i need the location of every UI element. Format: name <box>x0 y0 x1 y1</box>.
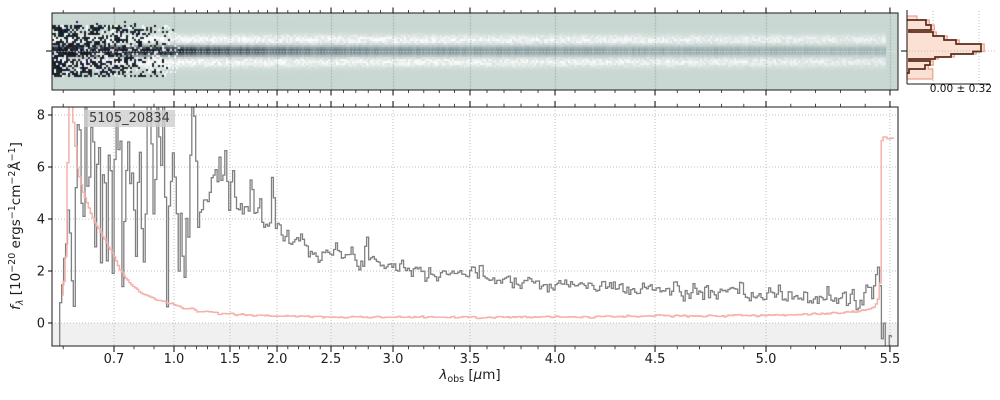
y-tick-labels: 0 2 4 6 8 <box>37 109 45 332</box>
y-label-ergs: ergs <box>8 219 24 253</box>
x-label-mu: μ <box>473 367 483 383</box>
2d-panel-frame <box>51 12 899 91</box>
tick-marks <box>46 7 907 352</box>
y-label-e3: −1 <box>7 147 18 162</box>
main-plot-frame <box>51 106 899 347</box>
y-label-lambda-sub: λ <box>15 299 26 306</box>
x-tick-label: 1.0 <box>164 352 185 367</box>
x-tick-labels: 0.7 1.0 1.5 2.0 2.5 3.0 3.5 4.0 4.5 5.0 5.5 <box>104 352 901 367</box>
x-axis-label: λobs [μm] <box>439 367 501 385</box>
below-zero-shade <box>52 322 898 346</box>
y-label-cm: cm <box>8 184 24 206</box>
2d-spectrum-heatmap <box>52 13 898 90</box>
x-tick-label: 2.0 <box>267 352 288 367</box>
y-label-e1: −1 <box>7 205 18 220</box>
y-label-angstrom: Å <box>8 161 24 171</box>
y-tick-label: 4 <box>37 212 45 227</box>
y-axis-label: fλ [10−20 ergs−1cm−2Å−1] <box>7 142 26 310</box>
hist-outline-steps <box>907 19 982 74</box>
x-tick-label: 2.5 <box>321 352 342 367</box>
y-tick-label: 0 <box>37 316 45 331</box>
flux-line <box>59 107 893 346</box>
x-label-open: [ <box>464 367 474 383</box>
y-label-exp: −20 <box>7 252 18 273</box>
x-tick-label: 5.0 <box>756 352 777 367</box>
x-label-lambda: λ <box>439 367 448 383</box>
y-label-open: [10 <box>8 272 24 300</box>
y-tick-label: 8 <box>37 109 45 124</box>
source-id-label: 5105_20834 <box>84 110 175 127</box>
x-label-close: m] <box>482 367 501 383</box>
x-tick-label: 3.5 <box>460 352 481 367</box>
error-line <box>62 107 894 320</box>
y-label-f: f <box>8 305 24 310</box>
y-label-e2: −2 <box>7 170 18 185</box>
x-tick-label: 1.5 <box>220 352 241 367</box>
y-tick-label: 2 <box>37 264 45 279</box>
x-tick-label: 0.7 <box>104 352 125 367</box>
x-tick-label: 4.5 <box>645 352 666 367</box>
x-tick-label: 5.5 <box>880 352 901 367</box>
x-tick-label: 4.0 <box>545 352 566 367</box>
y-tick-label: 6 <box>37 161 45 176</box>
histogram-stats-label: 0.00 ± 0.32 <box>929 83 992 95</box>
x-label-obs-sub: obs <box>447 374 465 385</box>
main-gridlines <box>52 107 898 346</box>
x-tick-label: 3.0 <box>383 352 404 367</box>
